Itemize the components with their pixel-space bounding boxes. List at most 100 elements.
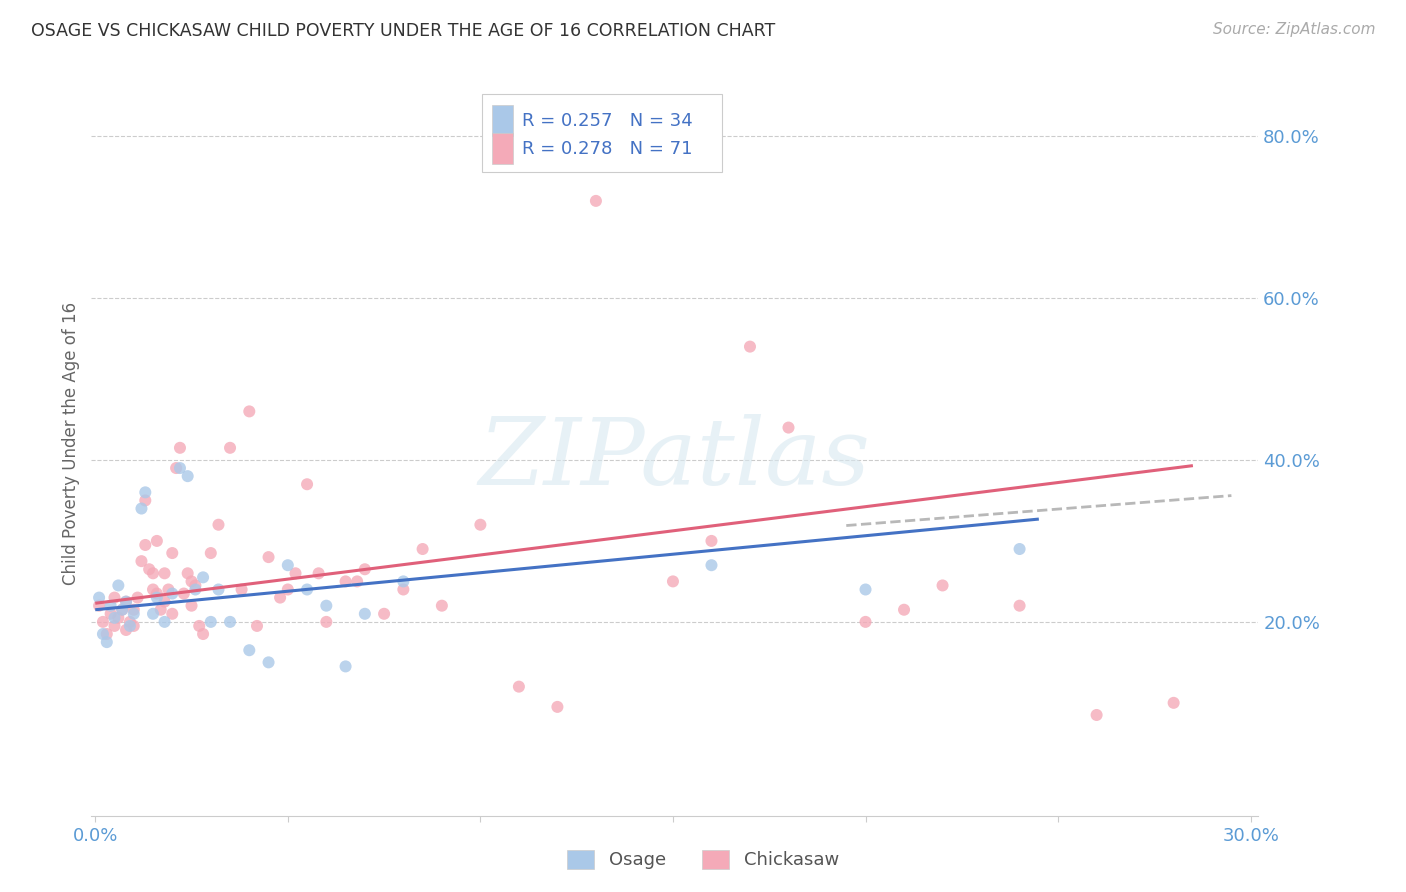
Point — [115, 623, 138, 637]
Point — [269, 591, 291, 605]
Point — [855, 615, 877, 629]
Point — [470, 517, 492, 532]
Point — [315, 615, 337, 629]
Point — [87, 599, 110, 613]
Point — [131, 554, 153, 568]
Point — [277, 558, 299, 573]
Point — [96, 627, 118, 641]
Point — [180, 574, 202, 589]
Point — [1085, 708, 1108, 723]
FancyBboxPatch shape — [492, 105, 513, 136]
Point — [131, 501, 153, 516]
Point — [257, 656, 280, 670]
Point — [284, 566, 307, 581]
Point — [219, 441, 242, 455]
Text: OSAGE VS CHICKASAW CHILD POVERTY UNDER THE AGE OF 16 CORRELATION CHART: OSAGE VS CHICKASAW CHILD POVERTY UNDER T… — [31, 22, 775, 40]
Point — [111, 603, 134, 617]
Point — [115, 594, 138, 608]
Point — [546, 699, 568, 714]
Point — [134, 485, 156, 500]
Point — [107, 578, 129, 592]
Point — [96, 635, 118, 649]
Point — [142, 582, 165, 597]
Point — [176, 566, 198, 581]
Point — [1008, 599, 1031, 613]
Point — [91, 627, 114, 641]
Point — [169, 441, 191, 455]
Point — [180, 599, 202, 613]
Point — [103, 611, 125, 625]
Point — [335, 574, 357, 589]
Point — [173, 586, 195, 600]
Point — [103, 619, 125, 633]
Point — [146, 533, 169, 548]
Point — [238, 643, 260, 657]
Point — [184, 582, 207, 597]
Point — [353, 607, 375, 621]
Point — [188, 619, 211, 633]
Point — [146, 586, 169, 600]
Point — [100, 607, 122, 621]
Point — [122, 619, 145, 633]
Point — [153, 594, 176, 608]
Point — [778, 420, 800, 434]
Point — [111, 603, 134, 617]
Point — [146, 591, 169, 605]
Point — [295, 582, 318, 597]
Point — [257, 550, 280, 565]
Point — [100, 599, 122, 613]
Point — [738, 340, 761, 354]
Point — [122, 603, 145, 617]
Point — [162, 546, 184, 560]
Point — [157, 582, 180, 597]
Point — [412, 541, 434, 556]
Point — [87, 591, 110, 605]
Point — [700, 533, 723, 548]
Y-axis label: Child Poverty Under the Age of 16: Child Poverty Under the Age of 16 — [62, 302, 80, 585]
Point — [430, 599, 453, 613]
Point — [855, 582, 877, 597]
Point — [392, 574, 415, 589]
FancyBboxPatch shape — [482, 94, 721, 172]
Point — [134, 493, 156, 508]
Point — [662, 574, 685, 589]
Point — [353, 562, 375, 576]
Point — [893, 603, 915, 617]
Point — [1008, 541, 1031, 556]
Point — [91, 615, 114, 629]
Point — [219, 615, 242, 629]
Point — [165, 461, 187, 475]
Point — [191, 570, 214, 584]
Point — [931, 578, 953, 592]
Point — [308, 566, 330, 581]
Point — [153, 566, 176, 581]
Point — [169, 461, 191, 475]
Point — [585, 194, 607, 208]
Point — [138, 562, 160, 576]
Point — [176, 469, 198, 483]
Point — [277, 582, 299, 597]
Text: Source: ZipAtlas.com: Source: ZipAtlas.com — [1212, 22, 1375, 37]
Point — [191, 627, 214, 641]
Point — [118, 619, 141, 633]
Text: R = 0.278   N = 71: R = 0.278 N = 71 — [522, 140, 693, 158]
Point — [315, 599, 337, 613]
Point — [373, 607, 395, 621]
Point — [346, 574, 368, 589]
Text: R = 0.257   N = 34: R = 0.257 N = 34 — [522, 112, 693, 129]
Point — [103, 591, 125, 605]
Point — [107, 611, 129, 625]
Point — [246, 619, 269, 633]
FancyBboxPatch shape — [492, 133, 513, 164]
Point — [1163, 696, 1185, 710]
Point — [153, 615, 176, 629]
Point — [149, 603, 172, 617]
Point — [134, 538, 156, 552]
Point — [335, 659, 357, 673]
Point — [207, 582, 229, 597]
Legend: Osage, Chickasaw: Osage, Chickasaw — [558, 841, 848, 879]
Point — [238, 404, 260, 418]
Point — [700, 558, 723, 573]
Point — [115, 594, 138, 608]
Point — [508, 680, 530, 694]
